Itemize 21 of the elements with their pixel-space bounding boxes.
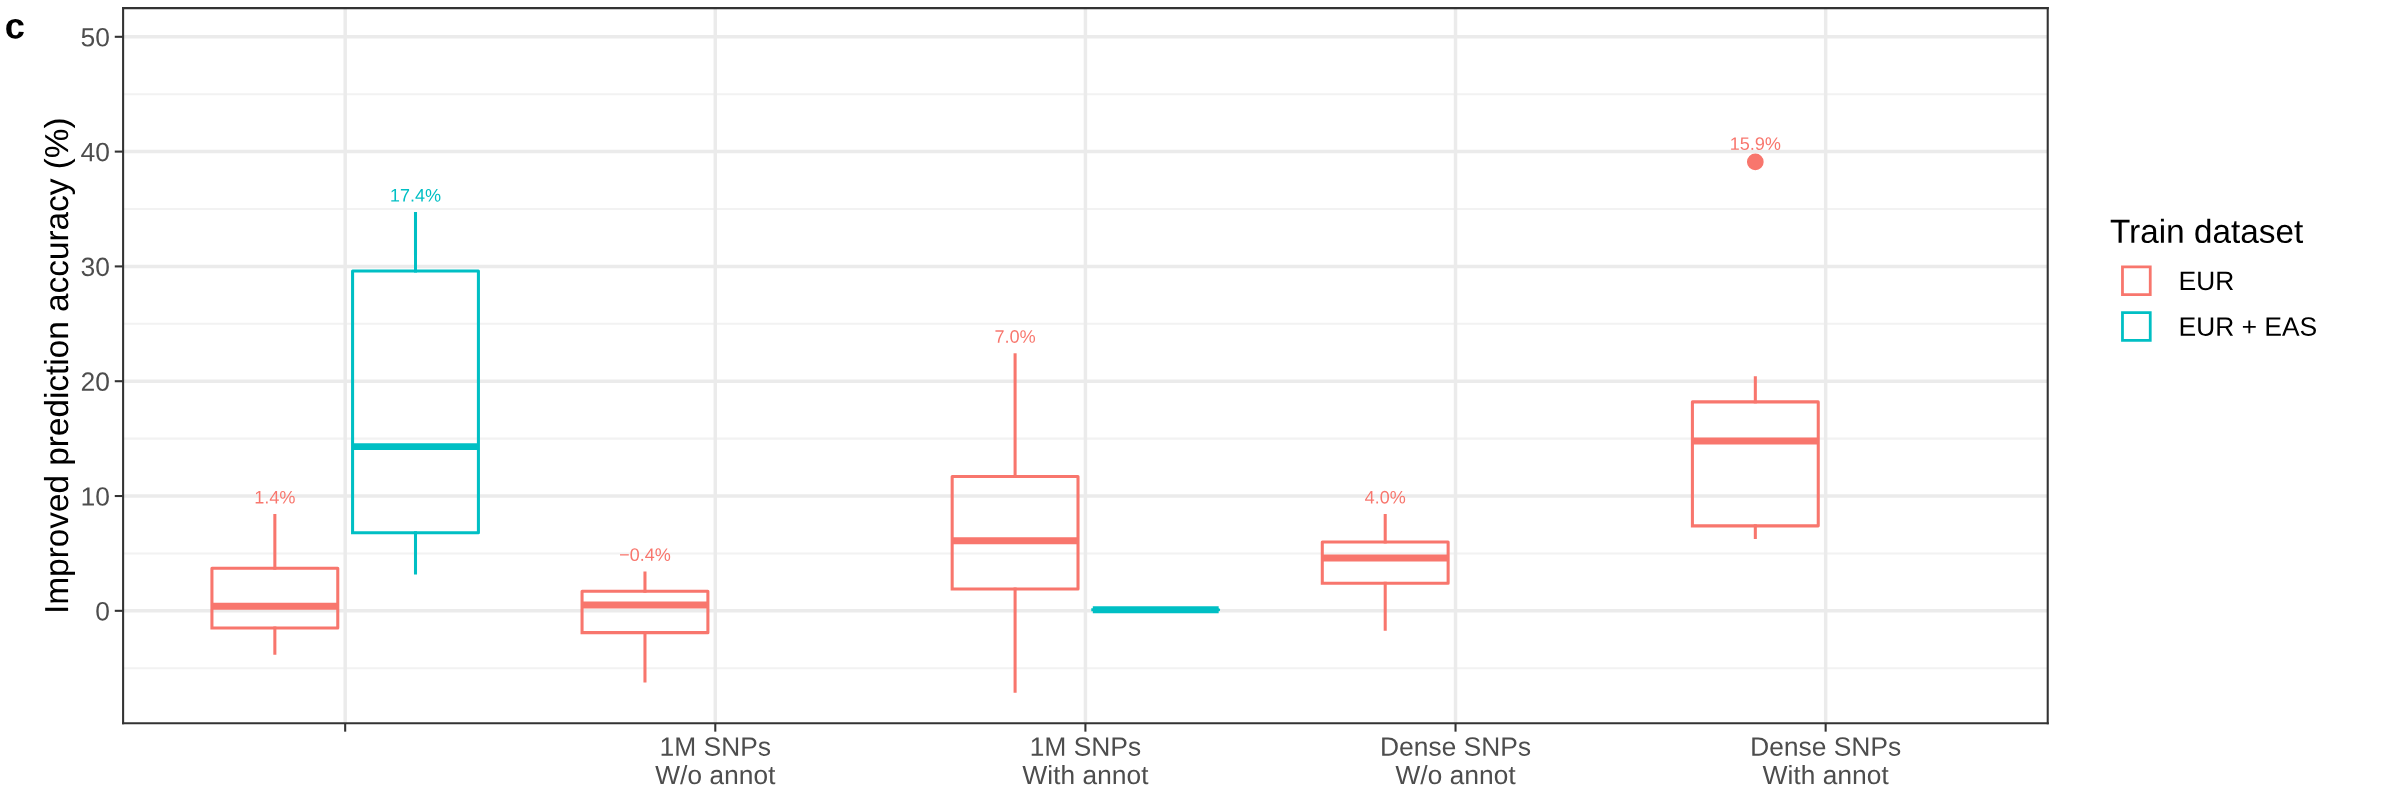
legend-title: Train dataset (2110, 218, 2304, 244)
text: −0.4% (620, 548, 671, 562)
x-tick-label: 1M SNPs With annot (1022, 737, 1149, 785)
text: c (6, 18, 24, 39)
y-tick-label: 20 (81, 372, 109, 392)
text: 15.9% (1731, 137, 1781, 151)
legend-label: EUR (2180, 271, 2234, 291)
text: 17.4% (391, 188, 441, 202)
text: 7.0% (995, 330, 1036, 343)
text: 1.4% (255, 490, 295, 504)
x-tick-label: 1M SNPs W/o annot (655, 737, 776, 785)
y-tick-label: 30 (81, 257, 109, 277)
text: 4.0% (1365, 490, 1406, 504)
y-tick-label: 50 (81, 27, 109, 47)
y-axis-title: Improved prediction accuracy (%) (43, 119, 75, 611)
x-tick-label: Dense SNPs W/o annot (1382, 737, 1531, 785)
x-tick-label: Dense SNPs With annot (1752, 737, 1901, 785)
y-tick-label: 10 (82, 487, 109, 506)
y-tick-label: 40 (81, 142, 109, 162)
legend-label: EUR + EAS (2180, 317, 2316, 336)
y-tick-label: 0 (96, 601, 109, 621)
